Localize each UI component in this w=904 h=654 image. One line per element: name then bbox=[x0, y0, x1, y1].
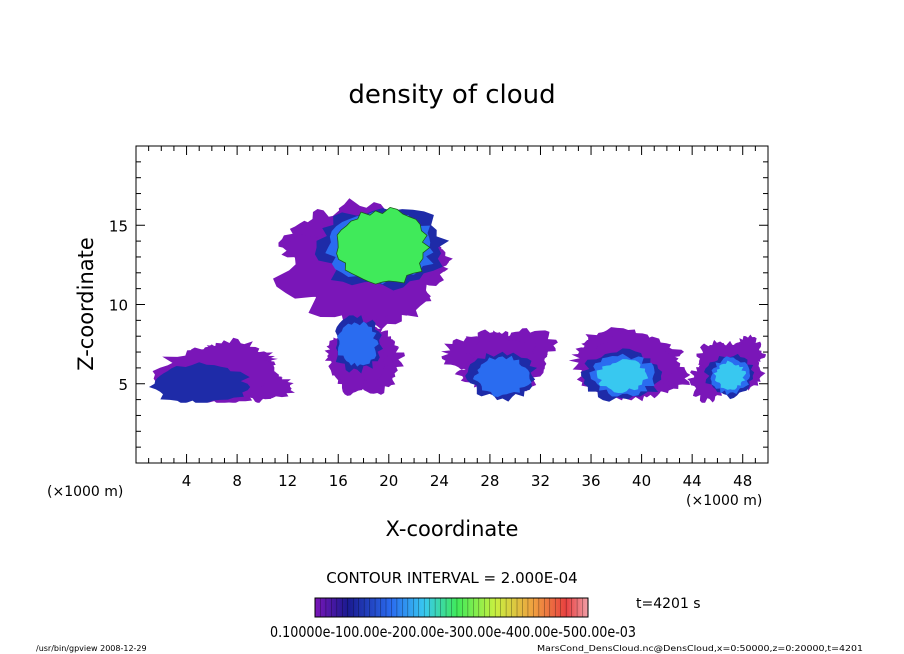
x-axis-unit: (×1000 m) bbox=[686, 493, 762, 509]
contour-interval: CONTOUR INTERVAL = 2.000E-04 bbox=[326, 569, 577, 587]
x-tick-label: 12 bbox=[278, 472, 297, 490]
x-tick-label: 8 bbox=[232, 472, 242, 490]
x-tick-label: 36 bbox=[581, 472, 600, 490]
cloud-contour-mid_low bbox=[148, 362, 251, 406]
colorbar-dividers bbox=[320, 598, 583, 617]
x-tick-label: 32 bbox=[531, 472, 550, 490]
footer-right: MarsCond_DensCloud.nc@DensCloud,x=0:5000… bbox=[537, 644, 863, 653]
y-tick-label: 10 bbox=[109, 297, 128, 315]
cloud-contour-mid bbox=[336, 321, 379, 367]
x-tick-label: 48 bbox=[733, 472, 752, 490]
y-axis-label: Z-coordinate bbox=[74, 237, 98, 371]
cloud-core-contour bbox=[336, 206, 431, 285]
y-axis-unit: (×1000 m) bbox=[47, 484, 123, 500]
x-tick-label: 28 bbox=[480, 472, 499, 490]
cloud-base-mask bbox=[136, 402, 768, 463]
cloud-field bbox=[136, 198, 768, 463]
y-tick-label: 5 bbox=[118, 376, 128, 394]
cloud-contour-mid bbox=[472, 355, 532, 397]
cloud-contour-mid_high bbox=[596, 359, 649, 393]
x-tick-label: 24 bbox=[430, 472, 449, 490]
time-label: t=4201 s bbox=[636, 596, 701, 612]
footer-left: /usr/bin/gpview 2008-12-29 bbox=[36, 644, 147, 653]
x-tick-label: 20 bbox=[379, 472, 398, 490]
x-axis-label: X-coordinate bbox=[386, 517, 519, 541]
y-tick-label: 15 bbox=[109, 217, 128, 235]
x-tick-label: 16 bbox=[329, 472, 348, 490]
x-tick-label: 4 bbox=[182, 472, 192, 490]
chart-title: density of cloud bbox=[348, 80, 555, 110]
colorbar-labels: 0.10000e-100.00e-200.00e-300.00e-400.00e… bbox=[270, 623, 636, 641]
x-tick-label: 44 bbox=[683, 472, 702, 490]
cloud-contour-mid_high bbox=[713, 360, 747, 390]
x-tick-label: 40 bbox=[632, 472, 651, 490]
